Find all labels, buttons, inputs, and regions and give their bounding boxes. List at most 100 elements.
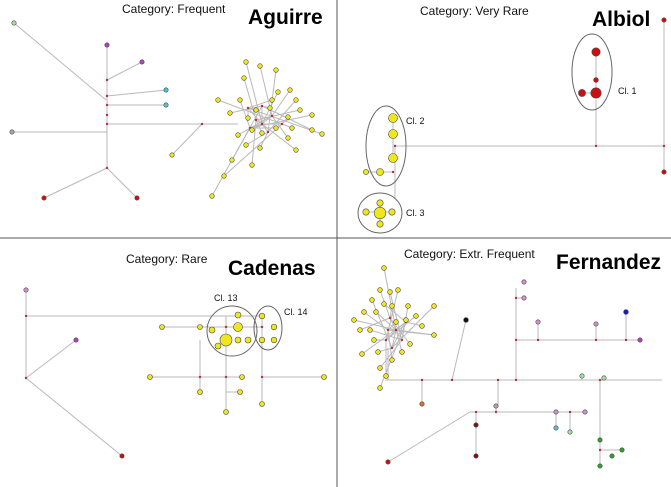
- node-yellow: [215, 97, 221, 103]
- node-yellow: [269, 97, 275, 103]
- cluster-hull-cl14: [253, 305, 283, 351]
- junction-node: [568, 410, 572, 414]
- cadenas-cl13-node: [234, 311, 242, 319]
- aguirre-cluster-edge: [261, 123, 297, 151]
- node-yellow: [229, 157, 235, 163]
- albiol-cl2-node: [363, 169, 369, 175]
- node-yellow: [257, 145, 263, 151]
- aguirre-cluster-edge: [247, 99, 273, 109]
- junction-node: [105, 103, 109, 107]
- node-yellow: [223, 409, 229, 415]
- node-ltgreen: [11, 20, 17, 26]
- node-yellow: [221, 173, 227, 179]
- node-yellow: [239, 374, 245, 380]
- node-yellow: [387, 289, 393, 295]
- albiol-cl1-node: [590, 87, 602, 99]
- albiol-cl3-node: [376, 220, 384, 228]
- aguirre-edge: [13, 22, 107, 101]
- aguirre-cluster-edge: [251, 119, 257, 166]
- node-green: [609, 453, 615, 459]
- node-yellow: [293, 97, 299, 103]
- junction-node: [105, 78, 109, 82]
- fernandez-cluster-edge: [359, 317, 391, 331]
- node-purple: [104, 42, 110, 48]
- junction-node: [450, 378, 454, 382]
- junction-node: [390, 346, 394, 350]
- node-purple: [637, 337, 643, 343]
- node-grey: [493, 403, 499, 409]
- node-ltgreen: [579, 373, 585, 379]
- junction-node: [254, 118, 258, 122]
- fernandez-cluster-edge: [385, 315, 417, 341]
- aguirre-cluster-edge: [217, 99, 283, 125]
- junction-node: [494, 410, 498, 414]
- node-pink: [593, 321, 599, 327]
- node-yellow: [359, 351, 365, 357]
- node-yellow: [431, 332, 437, 338]
- junction-node: [384, 338, 388, 342]
- albiol-cl2-node: [388, 129, 398, 139]
- cadenas-cl13-node: [244, 336, 252, 344]
- node-yellow: [375, 349, 381, 355]
- node-purple: [139, 59, 145, 65]
- junction-node: [598, 448, 602, 452]
- node-yellow: [253, 107, 259, 113]
- aguirre-edge: [43, 167, 108, 199]
- albiol-cl2-node: [388, 153, 398, 163]
- fernandez-cluster-edge: [371, 299, 393, 349]
- node-yellow: [399, 349, 405, 355]
- cadenas-edge: [25, 377, 123, 457]
- node-yellow: [369, 297, 375, 303]
- node-yellow: [361, 309, 367, 315]
- node-pink: [582, 409, 588, 415]
- junction-node: [514, 338, 518, 342]
- node-yellow: [293, 147, 299, 153]
- node-yellow: [405, 303, 411, 309]
- junction-node: [386, 328, 390, 332]
- fernandez-cluster-edge: [375, 311, 397, 331]
- junction-node: [394, 328, 398, 332]
- cluster-label-cl13: Cl. 13: [214, 293, 238, 303]
- junction-node: [105, 94, 109, 98]
- node-yellow: [419, 323, 425, 329]
- junction-node: [662, 144, 666, 148]
- junction-node: [266, 130, 270, 134]
- fernandez-cluster-edge: [379, 339, 403, 369]
- node-green: [619, 447, 625, 453]
- panel-fernandez-category: Category: Extr. Frequent: [404, 247, 535, 261]
- node-yellow: [319, 131, 325, 137]
- fernandez-edge: [451, 319, 467, 381]
- junction-node: [388, 316, 392, 320]
- albiol-cl1-node: [591, 47, 601, 57]
- junction-node: [594, 144, 598, 148]
- node-darkred: [473, 453, 479, 459]
- junction-node: [496, 378, 500, 382]
- junction-node: [105, 113, 109, 117]
- albiol-cl3-node: [376, 199, 384, 207]
- cluster-hull-cl2: [365, 105, 407, 187]
- cadenas-cl14-node: [258, 312, 266, 320]
- junction-node: [536, 338, 540, 342]
- junction-node: [246, 106, 250, 110]
- node-yellow: [287, 87, 293, 93]
- node-yellow: [243, 142, 249, 148]
- fernandez-cluster-edge: [405, 321, 423, 327]
- cadenas-cl14-node: [258, 336, 266, 344]
- node-yellow: [309, 112, 315, 118]
- junction-node: [420, 378, 424, 382]
- aguirre-cluster-edge: [211, 105, 263, 197]
- aguirre-cluster-edge: [237, 115, 273, 136]
- node-orange: [419, 401, 425, 407]
- node-yellow: [373, 309, 379, 315]
- node-yellow: [237, 97, 243, 103]
- node-yellow: [285, 135, 291, 141]
- node-yellow: [367, 327, 373, 333]
- nodes-layer: [9, 17, 667, 469]
- node-red: [661, 169, 667, 175]
- cadenas-cl13-node: [233, 322, 243, 332]
- aguirre-cluster-edge: [245, 61, 263, 125]
- node-yellow: [381, 301, 387, 307]
- aguirre-cluster-edge: [239, 99, 251, 129]
- node-yellow: [241, 75, 247, 81]
- node-yellow: [197, 389, 203, 395]
